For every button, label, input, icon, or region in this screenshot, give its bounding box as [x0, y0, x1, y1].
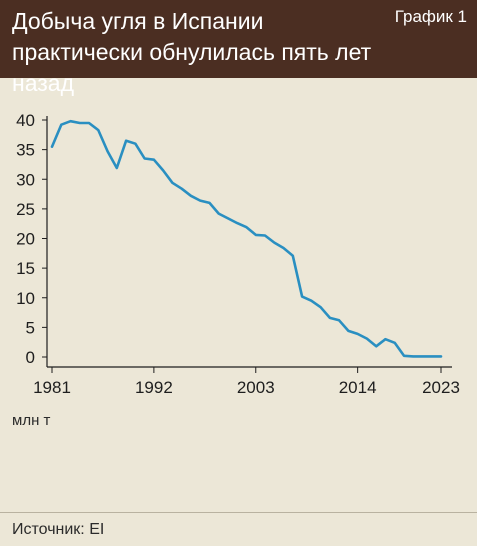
y-tick-label: 35	[16, 141, 35, 160]
y-tick-label: 20	[16, 230, 35, 249]
y-tick-label: 0	[26, 348, 35, 367]
y-tick-label: 30	[16, 170, 35, 189]
y-tick-label: 10	[16, 289, 35, 308]
x-tick-label: 1992	[135, 378, 173, 397]
y-axis-ticks: 0 5 10 15 20 25 30 35 40	[16, 111, 47, 367]
chart-title: Добыча угля в Испании практически обнули…	[12, 8, 372, 96]
y-tick-label: 40	[16, 111, 35, 130]
x-tick-label: 2014	[339, 378, 377, 397]
x-tick-label: 2003	[237, 378, 275, 397]
source-note: Источник: EI	[12, 521, 105, 538]
chart-number-badge: График 1	[394, 7, 467, 26]
x-axis-ticks: 1981 1992 2003 2014 2023	[33, 367, 460, 397]
x-tick-label: 2023	[422, 378, 460, 397]
y-axis-unit-label: млн т	[12, 412, 51, 429]
y-tick-label: 15	[16, 259, 35, 278]
axes	[46, 116, 452, 368]
y-tick-label: 5	[26, 318, 35, 337]
series-line	[50, 119, 443, 358]
header-bar: Добыча угля в Испании практически обнули…	[0, 0, 477, 96]
y-tick-label: 25	[16, 200, 35, 219]
line-chart: 0 5 10 15 20 25 30 35 40 1981 1992 2003 2014 2023	[16, 111, 460, 397]
x-tick-label: 1981	[33, 378, 71, 397]
footer: Источник: EI	[0, 512, 477, 546]
